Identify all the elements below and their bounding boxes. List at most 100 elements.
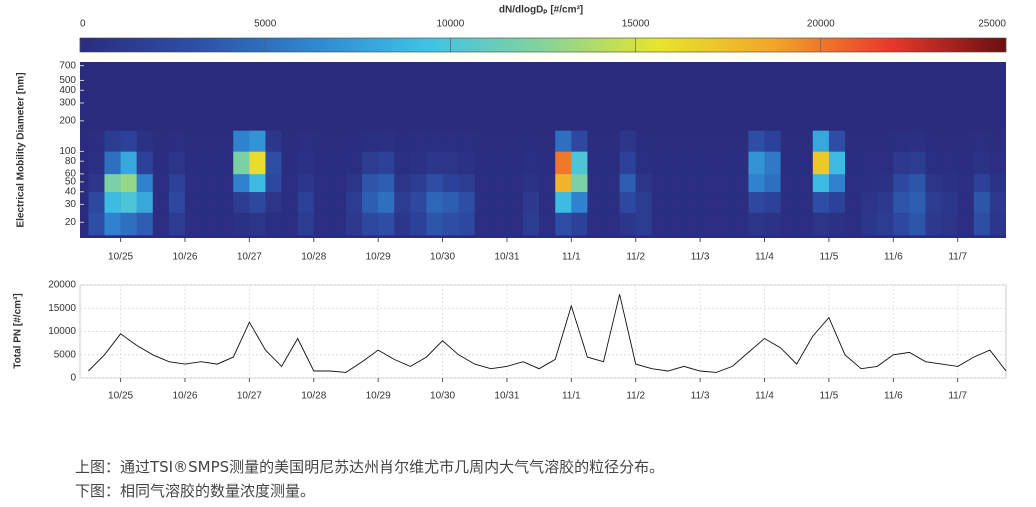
heatmap-cells: [88, 130, 1006, 236]
x-tick-label: 11/5: [820, 252, 839, 263]
heatmap-cell: [394, 130, 411, 152]
heatmap-cell: [233, 191, 250, 213]
heatmap-cell: [152, 212, 170, 236]
heatmap-cell: [281, 130, 298, 152]
heatmap-cell: [571, 191, 588, 213]
heatmap-cell: [667, 212, 685, 236]
heatmap-cell: [619, 173, 637, 193]
heatmap-cell: [764, 151, 781, 175]
heatmap-cell: [877, 191, 894, 213]
total-pn-line: [88, 294, 1006, 373]
heatmap-cell: [748, 191, 765, 213]
x-tick-label: 10/25: [108, 391, 133, 402]
heatmap-cell: [442, 212, 459, 236]
x-tick-label: 10/26: [172, 391, 197, 402]
heatmap-cell: [313, 151, 331, 175]
heatmap-cell: [635, 191, 653, 213]
heatmap-cell: [828, 151, 846, 175]
heatmap-cell: [748, 173, 765, 193]
heatmap-cell: [603, 173, 620, 193]
heatmap-cell: [635, 151, 653, 175]
x-tick-label: 11/1: [562, 252, 581, 263]
heatmap-cell: [152, 173, 170, 193]
heatmap-cell: [909, 212, 926, 236]
heatmap-cell: [909, 130, 926, 152]
heatmap-cell: [748, 212, 765, 236]
y-tick-label: 60: [65, 169, 77, 180]
heatmap-cell: [458, 191, 476, 213]
colorbar-tick-label: 10000: [436, 19, 464, 30]
heatmap-cell: [989, 173, 1006, 193]
heatmap-cell: [877, 130, 894, 152]
heatmap-cell: [909, 151, 926, 175]
y-tick-label: 20: [65, 217, 77, 228]
heatmap-cell: [828, 173, 846, 193]
heatmap-cell: [345, 173, 363, 193]
heatmap-cell: [265, 191, 282, 213]
heatmap-cell: [861, 173, 878, 193]
heatmap-cell: [201, 173, 218, 193]
heatmap-cell: [684, 130, 701, 152]
heatmap-cell: [217, 173, 234, 193]
heatmap-cell: [845, 130, 862, 152]
heatmap-cell: [989, 151, 1006, 175]
y-tick-label: 80: [65, 156, 77, 167]
x-tick-label: 11/7: [948, 391, 967, 402]
x-tick-label: 10/30: [430, 391, 455, 402]
heatmap-cell: [233, 151, 250, 175]
heatmap-cell: [410, 130, 427, 152]
x-tick-label: 10/31: [494, 391, 519, 402]
x-tick-label: 11/4: [755, 252, 774, 263]
heatmap-cell: [780, 151, 798, 175]
heatmap-cell: [152, 130, 170, 152]
heatmap-cell: [104, 151, 121, 175]
x-tick-label: 11/4: [755, 391, 774, 402]
heatmap-cell: [297, 151, 315, 175]
heatmap-cell: [941, 191, 959, 213]
heatmap-cell: [201, 212, 218, 236]
heatmap-cell: [877, 212, 894, 236]
heatmap-cell: [426, 130, 443, 152]
heatmap-cell: [973, 130, 991, 152]
heatmap-cell: [635, 212, 653, 236]
heatmap-cell: [651, 151, 669, 175]
heatmap-cell: [297, 130, 315, 152]
heatmap-cell: [184, 173, 202, 193]
heatmap-cell: [571, 173, 588, 193]
heatmap-cell: [925, 212, 942, 236]
heatmap-cell: [394, 173, 411, 193]
heatmap-cell: [828, 130, 846, 152]
heatmap-cell: [88, 130, 105, 152]
heatmap-cell: [120, 212, 137, 236]
heatmap-cell: [845, 151, 862, 175]
heatmap-cell: [249, 173, 266, 193]
heatmap-cell: [973, 212, 991, 236]
heatmap-cell: [345, 130, 363, 152]
heatmap-cell: [957, 151, 975, 175]
colorbar-tick-label: 5000: [254, 19, 277, 30]
heatmap-cell: [184, 191, 202, 213]
heatmap-cell: [281, 191, 298, 213]
x-tick-label: 11/6: [884, 391, 903, 402]
heatmap-cell: [410, 151, 427, 175]
heatmap-cell: [168, 151, 186, 175]
y-tick-label: 700: [59, 60, 76, 71]
heatmap-cell: [780, 173, 798, 193]
heatmap-cell: [313, 130, 331, 152]
x-tick-label: 10/29: [366, 252, 391, 263]
heatmap-cell: [684, 191, 701, 213]
heatmap-cell: [458, 173, 476, 193]
heatmap-cell: [893, 212, 910, 236]
heatmap-cell: [700, 151, 717, 175]
heatmap-cell: [812, 130, 830, 152]
heatmap-cell: [893, 130, 910, 152]
heatmap-cell: [716, 173, 733, 193]
heatmap-cell: [780, 212, 798, 236]
heatmap-cell: [249, 212, 266, 236]
heatmap-cell: [635, 130, 653, 152]
heatmap-cell: [973, 173, 991, 193]
y-tick-label: 400: [59, 85, 76, 96]
heatmap-cell: [555, 191, 572, 213]
heatmap-cell: [329, 212, 347, 236]
